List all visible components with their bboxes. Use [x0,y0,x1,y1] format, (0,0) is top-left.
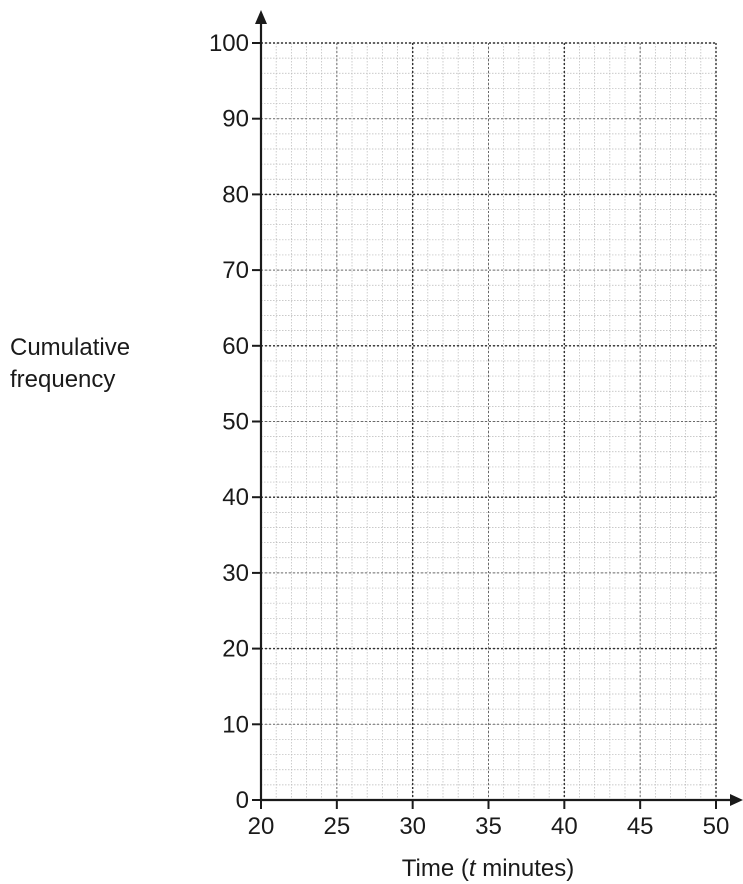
y-axis-arrow-icon [255,10,267,24]
grid [260,42,717,801]
x-tick-label: 50 [703,813,730,840]
y-tick-label: 60 [222,333,249,360]
y-axis-title-line-1: Cumulative [10,334,130,361]
x-tick-label: 35 [475,813,502,840]
y-tick-label: 40 [222,484,249,511]
x-tick-label: 25 [323,813,350,840]
tick-labels: 0 10 20 30 40 50 60 70 80 90 100 20 25 30 35 40 45 50 [209,30,729,840]
y-tick-label: 20 [222,636,249,663]
y-tick-label: 50 [222,409,249,436]
x-axis-title: Time (t minutes) [402,855,574,882]
y-tick-label: 0 [236,787,249,814]
y-tick-label: 30 [222,560,249,587]
y-tick-label: 100 [209,30,249,57]
x-tick-label: 20 [248,813,275,840]
x-axis-title-variable: t [469,855,477,882]
y-tick-label: 80 [222,181,249,208]
x-axis-title-suffix: minutes) [476,855,575,882]
x-tick-label: 45 [627,813,654,840]
x-tick-label: 40 [551,813,578,840]
y-axis-title-line-2: frequency [10,366,115,393]
x-tick-label: 30 [399,813,426,840]
y-tick-label: 10 [222,711,249,738]
y-tick-label: 90 [222,106,249,133]
x-axis-arrow-icon [730,794,743,806]
y-tick-label: 70 [222,257,249,284]
x-axis-title-prefix: Time ( [402,855,469,882]
axes [252,10,743,809]
